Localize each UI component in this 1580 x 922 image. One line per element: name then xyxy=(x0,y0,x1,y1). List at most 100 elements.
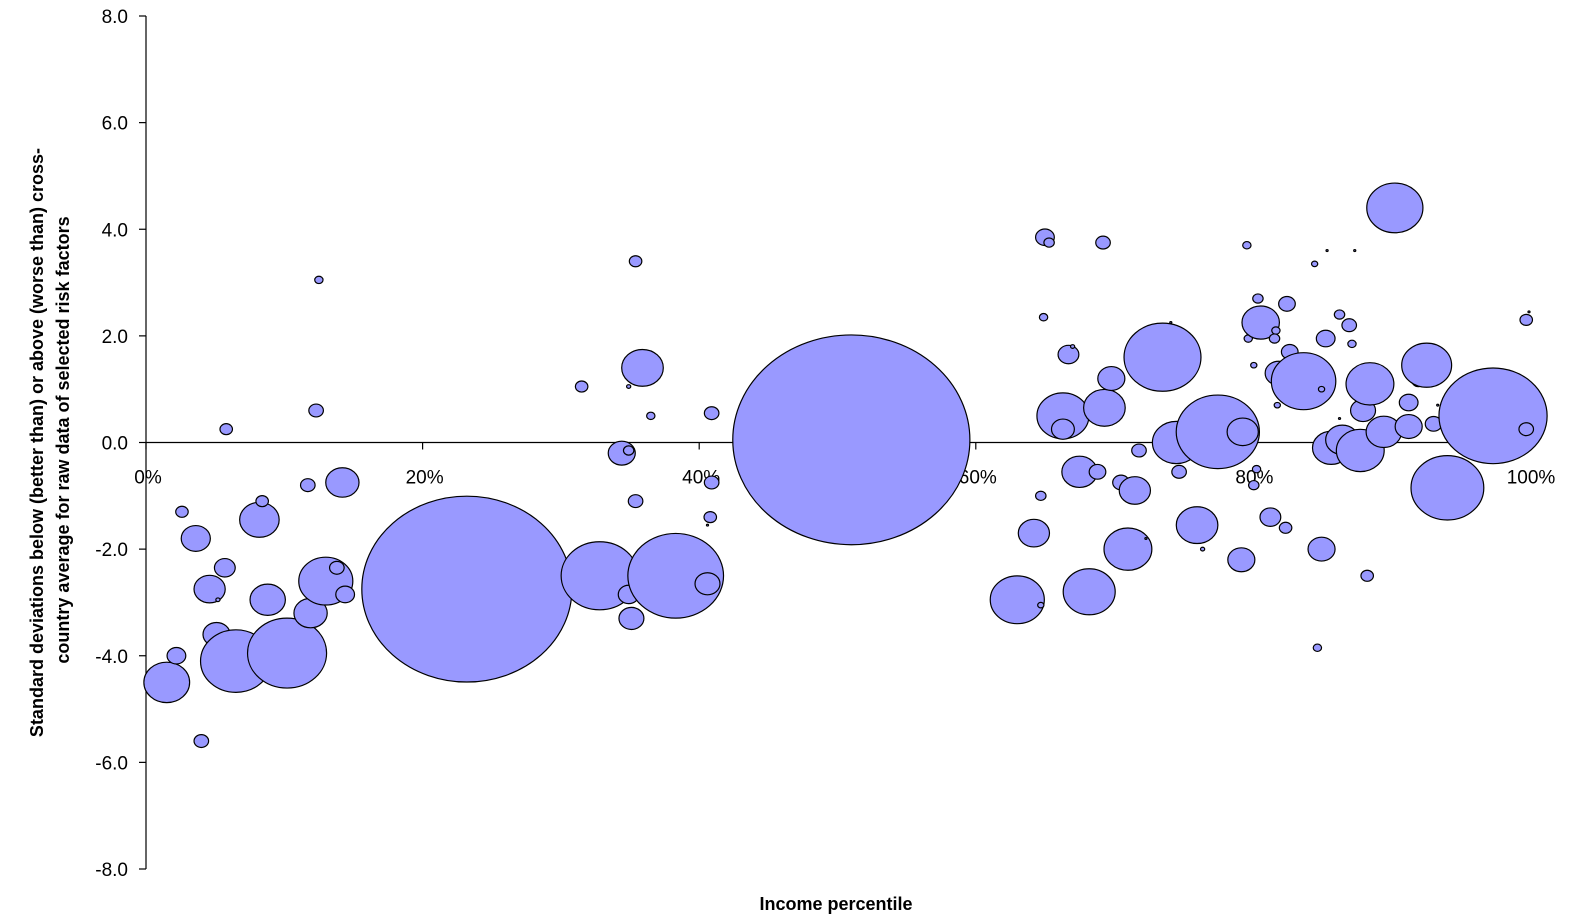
bubble-point xyxy=(1310,260,1319,268)
bubble-point xyxy=(1144,536,1148,540)
y-tick-label: -6.0 xyxy=(95,753,128,774)
bubble-point xyxy=(1347,339,1357,349)
bubble-point xyxy=(1268,333,1281,344)
bubble-point xyxy=(1247,479,1260,491)
bubble-point xyxy=(1069,344,1076,349)
bubble-point xyxy=(1394,413,1423,440)
bubble-point xyxy=(705,523,710,527)
bubble-point xyxy=(1103,527,1153,571)
bubble-point xyxy=(703,475,720,490)
bubble-point xyxy=(361,495,573,683)
bubble-point xyxy=(1088,463,1107,480)
bubble-point xyxy=(1398,393,1419,412)
bubble-point xyxy=(1259,507,1282,527)
bubble-point xyxy=(180,524,211,552)
bubble-point xyxy=(1278,295,1296,312)
bubble-point xyxy=(193,574,226,604)
bubble-point xyxy=(1438,367,1548,465)
bubble-point xyxy=(249,583,286,617)
bubble-point xyxy=(1171,464,1187,479)
y-axis-title-line-1: Standard deviations below (better than) … xyxy=(27,148,47,737)
bubble-point xyxy=(1057,344,1080,365)
y-axis: 8.0 6.0 4.0 2.0 0.0 -2.0 -4.0 -6.0 -8.0 xyxy=(95,7,147,881)
bubble-point xyxy=(246,617,328,689)
bubble-point xyxy=(1118,476,1152,505)
bubble-point xyxy=(628,255,643,268)
bubble-point xyxy=(328,560,345,575)
bubble-point xyxy=(1241,305,1281,340)
bubble-point xyxy=(143,661,191,704)
bubble-point xyxy=(1366,182,1424,234)
bubble-point xyxy=(308,403,324,418)
bubble-point xyxy=(1341,318,1358,333)
bubble-point xyxy=(625,384,632,389)
bubble-point xyxy=(1037,601,1045,609)
bubble-point xyxy=(1227,547,1256,573)
bubble-point xyxy=(314,275,324,285)
bubble-point xyxy=(1270,352,1337,411)
bubble-point xyxy=(1251,464,1262,474)
x-tick-label: 100% xyxy=(1507,468,1556,489)
bubble-point xyxy=(1131,443,1147,458)
bubble-point xyxy=(215,597,221,603)
bubble-point xyxy=(1123,322,1202,392)
x-tick-label: 80% xyxy=(1235,468,1273,489)
bubble-point xyxy=(646,411,656,421)
bubble-point xyxy=(1325,249,1329,253)
bubble-point xyxy=(1169,321,1173,325)
bubble-point xyxy=(1226,417,1259,447)
bubble-point xyxy=(335,585,356,604)
bubble-point xyxy=(622,445,635,456)
x-tick-label: 0% xyxy=(134,468,162,489)
bubble-point xyxy=(1095,235,1111,250)
bubble-point xyxy=(166,646,187,665)
y-tick-label: -2.0 xyxy=(95,540,128,561)
bubble-point xyxy=(574,380,589,393)
bubble-point xyxy=(618,606,645,631)
bubble-point xyxy=(1038,312,1049,322)
bubble-point xyxy=(1410,455,1485,521)
bubble-point xyxy=(1017,518,1051,548)
bubble-point xyxy=(1401,342,1453,388)
bubble-point xyxy=(1250,361,1258,369)
x-tick-label: 60% xyxy=(959,468,997,489)
bubble-point xyxy=(219,423,234,436)
bubble-point xyxy=(1242,240,1252,250)
bubble-point xyxy=(299,478,316,493)
bubble-point xyxy=(1345,362,1395,406)
bubble-point xyxy=(255,495,270,508)
bubble-point xyxy=(703,406,720,421)
y-tick-label: -4.0 xyxy=(95,647,128,668)
y-tick-label: 4.0 xyxy=(102,220,128,241)
bubble-point xyxy=(1043,237,1055,248)
y-tick-label: 2.0 xyxy=(102,327,128,348)
bubble-point xyxy=(1252,293,1264,304)
bubble-point xyxy=(1315,329,1336,348)
bubble-point xyxy=(1307,536,1336,562)
bubble-point xyxy=(1097,365,1126,392)
bubble-point xyxy=(1271,326,1281,335)
bubble-point xyxy=(1333,309,1346,320)
bubble-point xyxy=(1199,546,1206,552)
bubble-point xyxy=(1083,388,1126,427)
x-axis: 0% 20% 40% 60% 80% 100% xyxy=(134,441,1556,489)
bubble-point xyxy=(1436,403,1440,407)
bubble-point xyxy=(703,511,718,524)
bubble-point xyxy=(627,494,644,509)
bubble-point xyxy=(1518,422,1535,437)
x-tick-label: 20% xyxy=(406,468,444,489)
bubble-point xyxy=(325,467,360,498)
bubble-point xyxy=(1175,394,1261,470)
bubble-point xyxy=(1312,643,1323,653)
y-tick-label: 6.0 xyxy=(102,114,128,135)
bubble-point xyxy=(989,575,1045,625)
bubble-point xyxy=(1519,313,1534,327)
y-axis-title-line-2: country average for raw data of selected… xyxy=(53,216,73,663)
x-axis-title: Income percentile xyxy=(759,894,912,914)
bubble-series xyxy=(143,182,1548,749)
y-axis-title: Standard deviations below (better than) … xyxy=(27,143,73,737)
bubble-point xyxy=(1527,310,1531,314)
bubble-point xyxy=(1175,506,1219,545)
bubble-point xyxy=(193,734,210,749)
